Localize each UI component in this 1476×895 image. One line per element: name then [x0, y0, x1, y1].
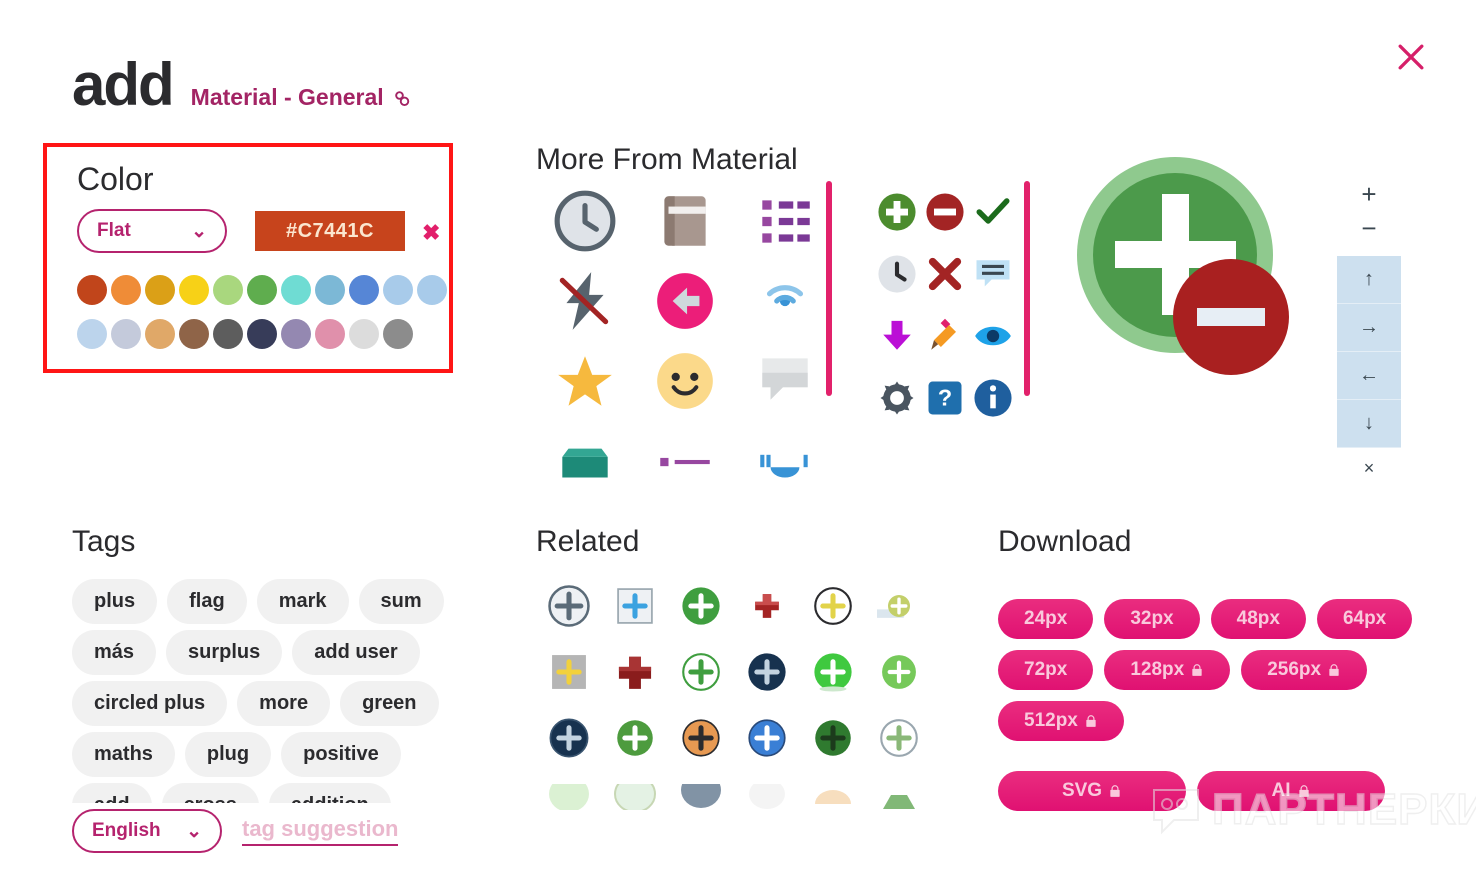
svg-text:?: ?	[938, 385, 952, 411]
